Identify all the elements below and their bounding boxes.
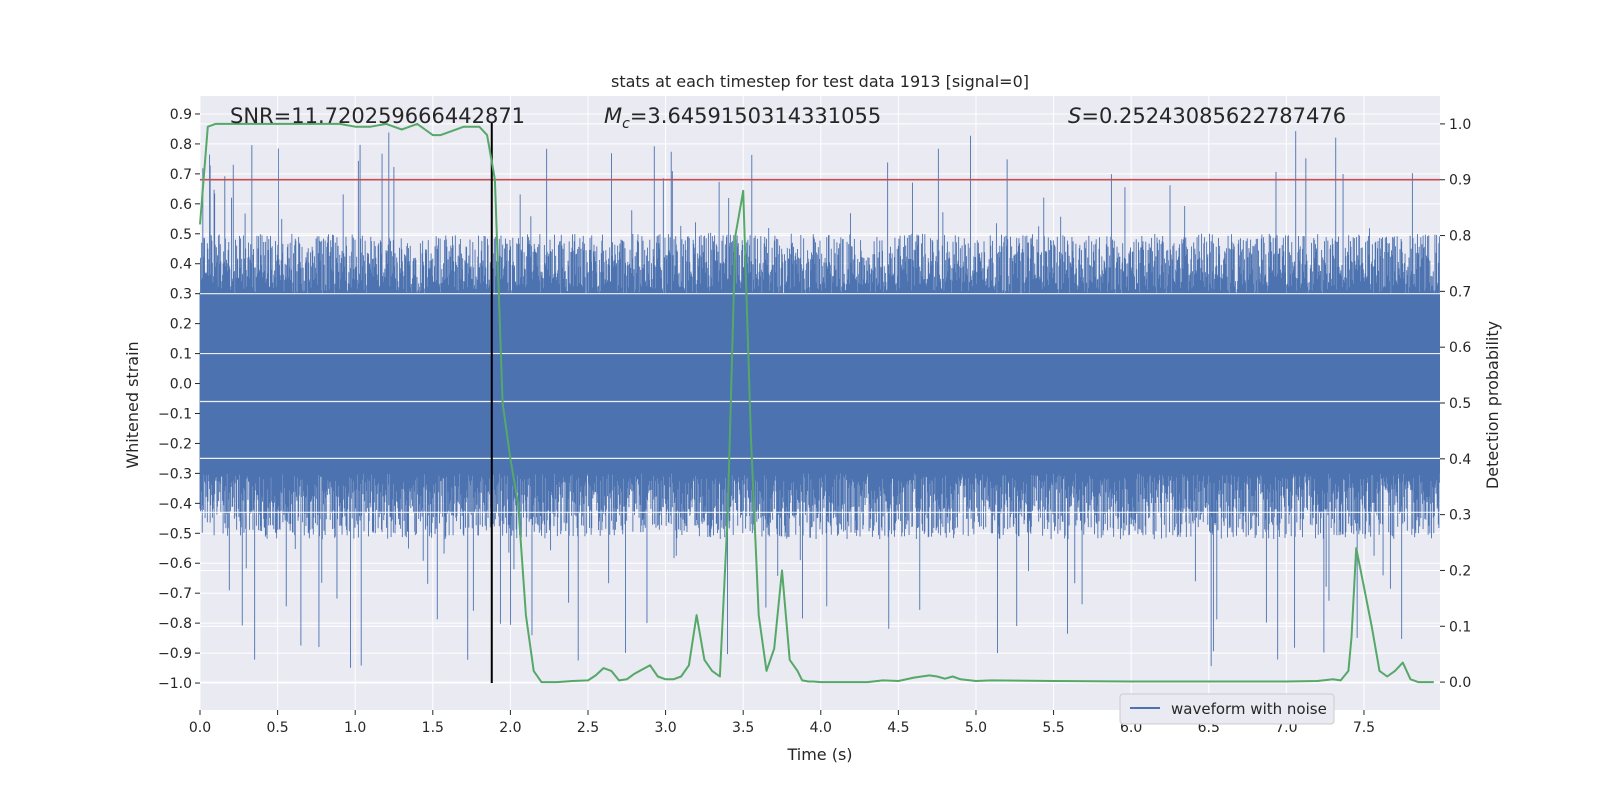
x-tick-label: 7.5: [1353, 720, 1375, 736]
y-left-tick-label: −0.5: [158, 526, 192, 542]
x-tick-label: 0.5: [266, 720, 288, 736]
legend-label: waveform with noise: [1171, 700, 1327, 718]
x-tick-label: 1.0: [344, 720, 366, 736]
y-right-tick-label: 0.3: [1449, 508, 1471, 524]
y-right-tick-label: 0.9: [1449, 173, 1471, 189]
x-tick-label: 2.0: [499, 720, 521, 736]
legend: waveform with noise: [1119, 693, 1335, 725]
y-axis-label-right: Detection probability: [1483, 321, 1502, 489]
x-tick-label: 3.5: [732, 720, 754, 736]
x-tick-label: 0.0: [189, 720, 211, 736]
x-tick-label: 3.0: [654, 720, 676, 736]
y-left-tick-label: −0.3: [158, 466, 192, 482]
y-left-tick-label: −0.2: [158, 436, 192, 452]
y-left-tick-label: 0.1: [170, 347, 192, 363]
y-left-tick-label: 0.8: [170, 137, 192, 153]
y-right-tick-label: 0.2: [1449, 563, 1471, 579]
chirp-mass-subscript: c: [622, 116, 630, 132]
y-left-tick-label: −0.1: [158, 406, 192, 422]
legend-box: [1119, 693, 1335, 725]
y-left-tick-label: −0.7: [158, 586, 192, 602]
y-left-tick-label: 0.5: [170, 227, 192, 243]
y-right-tick-label: 0.6: [1449, 340, 1471, 356]
detection-probability-series: [199, 122, 1434, 684]
waveform-with-noise-series: [199, 131, 1440, 668]
x-tick-label: 2.5: [577, 720, 599, 736]
x-axis-label: Time (s): [786, 745, 852, 764]
y-right-tick-label: 0.1: [1449, 619, 1471, 635]
y-left-tick-label: 0.0: [170, 377, 192, 393]
y-right-tick-label: 0.8: [1449, 229, 1471, 245]
y-left-tick-label: −1.0: [158, 676, 192, 692]
x-tick-label: 4.0: [810, 720, 832, 736]
y-left-tick-label: 0.4: [170, 257, 192, 273]
y-left-tick-label: 0.6: [170, 197, 192, 213]
y-left-tick-label: 0.3: [170, 287, 192, 303]
chirp-mass-annotation: Mc=3.6459150314331055: [604, 104, 881, 132]
y-left-tick-label: −0.6: [158, 556, 192, 572]
chart-title: stats at each timestep for test data 191…: [611, 72, 1029, 91]
x-tick-label: 1.5: [422, 720, 444, 736]
y-right-tick-label: 1.0: [1449, 117, 1471, 133]
y-right-tick-label: 0.5: [1449, 396, 1471, 412]
y-left-tick-label: 0.9: [170, 107, 192, 123]
s-symbol: S: [1068, 104, 1081, 128]
y-left-tick-label: −0.4: [158, 496, 192, 512]
x-tick-label: 4.5: [887, 720, 909, 736]
chirp-mass-symbol: M: [604, 104, 622, 128]
y-left-tick-label: −0.8: [158, 616, 192, 632]
y-left-tick-label: 0.2: [170, 317, 192, 333]
snr-annotation: SNR=11.720259666442871: [230, 104, 525, 128]
s-value: =0.25243085622787476: [1081, 104, 1346, 128]
chirp-mass-value: =3.6459150314331055: [630, 104, 881, 128]
y-right-tick-label: 0.7: [1449, 284, 1471, 300]
s-annotation: S=0.25243085622787476: [1068, 104, 1346, 128]
y-left-tick-label: −0.9: [158, 646, 192, 662]
y-right-tick-label: 0.4: [1449, 452, 1471, 468]
y-axis-label-left: Whitened strain: [123, 341, 142, 468]
y-left-tick-label: 0.7: [170, 167, 192, 183]
y-right-tick-label: 0.0: [1449, 675, 1471, 691]
x-tick-label: 5.0: [965, 720, 987, 736]
x-tick-label: 5.5: [1042, 720, 1064, 736]
